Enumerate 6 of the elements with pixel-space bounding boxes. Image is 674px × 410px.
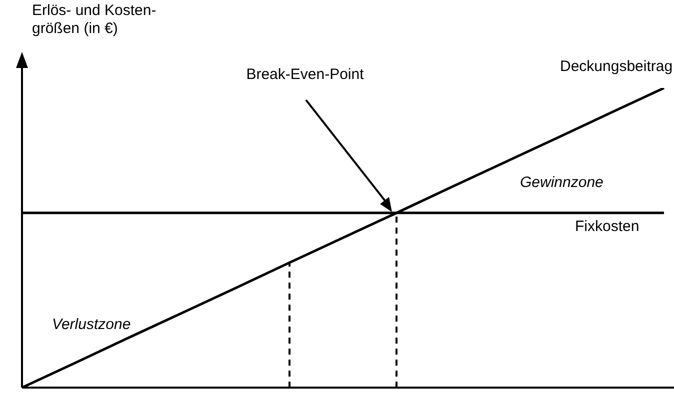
annotation: Gewinnzone <box>520 174 604 192</box>
y-axis-title: Erlös- und Kosten- größen (in €) <box>32 2 156 38</box>
series-label: Fixkosten <box>575 218 640 236</box>
text: Break-Even-Point <box>246 66 364 84</box>
series-label: Deckungsbeitrag <box>560 58 673 76</box>
annotation: Verlustzone <box>52 316 131 334</box>
